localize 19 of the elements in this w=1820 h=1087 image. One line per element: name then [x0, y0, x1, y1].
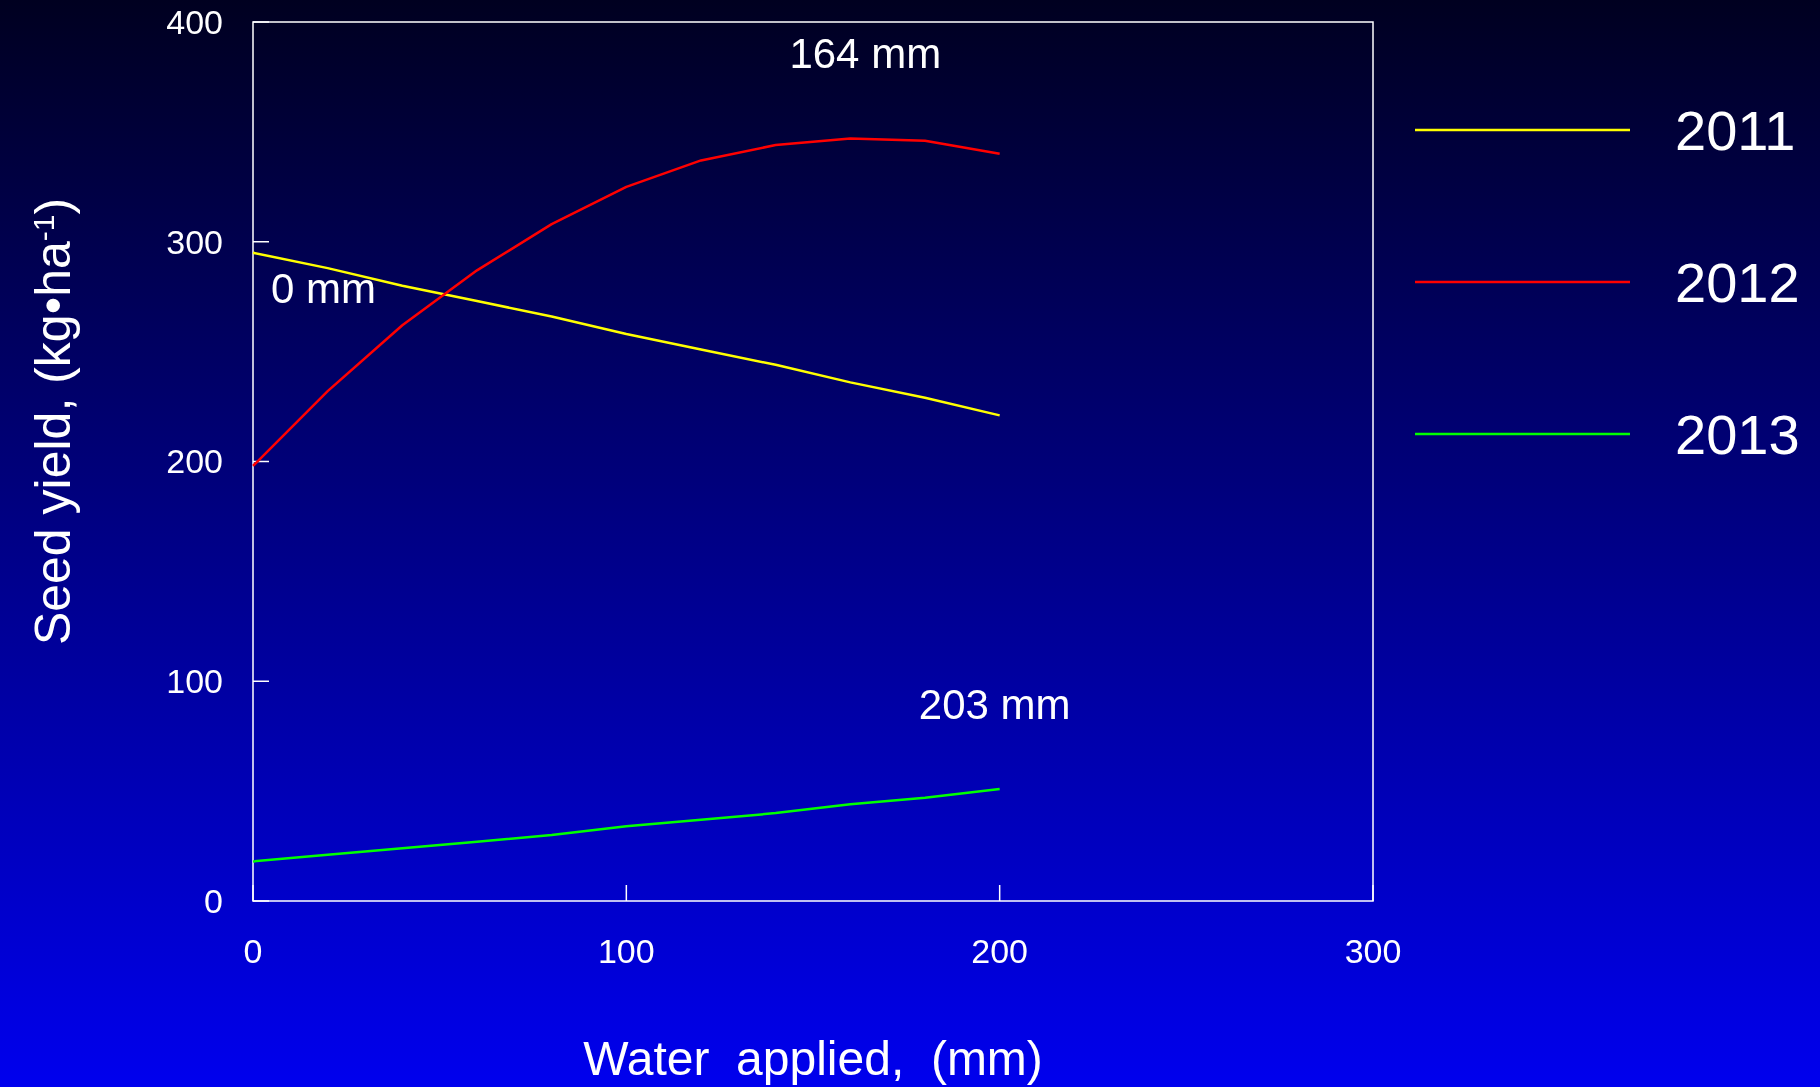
- y-tick-label: 400: [166, 2, 223, 41]
- annotation: 203 mm: [918, 680, 1071, 728]
- y-tick-label: 0: [204, 881, 223, 920]
- annotation: 164 mm: [789, 30, 942, 78]
- legend-label: 2013: [1675, 402, 1800, 466]
- x-tick-label: 200: [971, 932, 1029, 970]
- y-tick-label: 300: [166, 222, 223, 261]
- annotation: 0 mm: [271, 264, 376, 312]
- x-axis-title: Water applied, (mm): [583, 1032, 1043, 1085]
- x-tick-label: 100: [597, 932, 655, 970]
- line-series: [251, 137, 1001, 468]
- legend-label: 2012: [1675, 250, 1800, 314]
- x-tick-label: 0: [243, 932, 263, 970]
- line-series: [251, 251, 1001, 417]
- y-tick-label: 200: [166, 442, 223, 481]
- line-series: [251, 787, 1001, 863]
- y-tick-label: 100: [166, 662, 223, 701]
- x-tick-label: 300: [1344, 932, 1402, 970]
- legend-label: 2011: [1675, 98, 1796, 162]
